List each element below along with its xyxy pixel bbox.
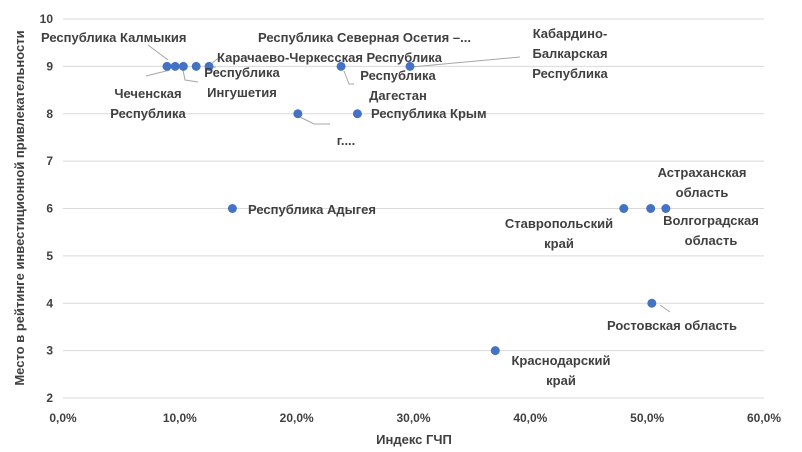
data-point — [162, 61, 172, 71]
x-tick-label: 10,0% — [163, 411, 197, 425]
label-adygea: Республика Адыгея — [248, 202, 376, 217]
data-point — [204, 61, 214, 71]
leader-lines — [145, 44, 671, 313]
label-kabardino: Кабардино-Балкарская Республика — [532, 26, 608, 81]
data-points — [162, 61, 671, 356]
x-tick-label: 30,0% — [396, 411, 430, 425]
leader-line — [343, 70, 354, 85]
y-tick-label: 4 — [46, 296, 53, 310]
data-point — [619, 204, 629, 213]
label-rostov: Ростовская область — [607, 318, 737, 333]
y-tick-label: 10 — [40, 12, 54, 26]
y-axis-title: Место в рейтинге инвестиционной привлека… — [12, 30, 27, 385]
data-point — [646, 204, 656, 213]
label-dagestan: Республика Дагестан — [360, 68, 436, 103]
data-point — [336, 61, 346, 71]
x-tick-label: 20,0% — [280, 411, 314, 425]
label-krasnodar: Краснодарский край — [511, 353, 610, 388]
data-point — [647, 298, 657, 308]
x-tick-label: 0,0% — [49, 411, 77, 425]
data-point — [227, 204, 237, 213]
x-tick-label: 50,0% — [630, 411, 664, 425]
label-g: г.... — [337, 133, 356, 148]
leader-line — [182, 69, 199, 83]
data-point — [405, 61, 415, 71]
label-chechnya: Чеченская Республика — [110, 86, 186, 121]
x-axis-title: Индекс ГЧП — [376, 432, 452, 447]
label-stavropol: Ставропольский край — [505, 216, 613, 251]
label-karachay: Карачаево-Черкесская Республика — [217, 50, 443, 65]
leader-line — [145, 69, 171, 77]
label-crimea: Республика Крым — [371, 106, 487, 121]
data-point — [170, 61, 180, 71]
leader-line — [211, 56, 221, 64]
data-point — [490, 346, 500, 356]
data-point — [661, 204, 671, 213]
tick-labels: 2 3 4 5 6 7 8 9 10 0,0% 10,0% 20,0% 30,0% 40,0% 50,0% 6… — [40, 12, 782, 425]
label-north-ossetia: Республика Северная Осетия –... — [258, 30, 471, 45]
y-tick-label: 6 — [46, 202, 53, 216]
x-tick-label: 40,0% — [513, 411, 547, 425]
label-volgograd: Волгоградская область — [663, 213, 759, 248]
leader-line — [410, 56, 521, 68]
y-tick-label: 8 — [46, 107, 53, 121]
x-tick-label: 60,0% — [747, 411, 781, 425]
leader-line — [659, 304, 671, 313]
gridlines — [63, 18, 764, 399]
y-tick-label: 9 — [46, 59, 53, 73]
data-labels: Республика Калмыкия Чеченская Республика Ре… — [41, 26, 759, 388]
leader-line — [147, 44, 169, 61]
y-tick-label: 3 — [46, 344, 53, 358]
leader-line — [299, 116, 330, 125]
data-point — [178, 61, 188, 71]
label-kalmykia: Республика Калмыкия — [41, 30, 186, 45]
label-astrakhan: Астраханская область — [658, 165, 747, 200]
data-point — [293, 109, 303, 119]
data-point — [191, 61, 201, 71]
label-ingushetia: Республика Ингушетия — [204, 65, 280, 100]
y-tick-label: 2 — [46, 391, 53, 405]
y-tick-label: 5 — [46, 249, 53, 263]
data-point — [352, 109, 362, 119]
y-tick-label: 7 — [46, 154, 53, 168]
